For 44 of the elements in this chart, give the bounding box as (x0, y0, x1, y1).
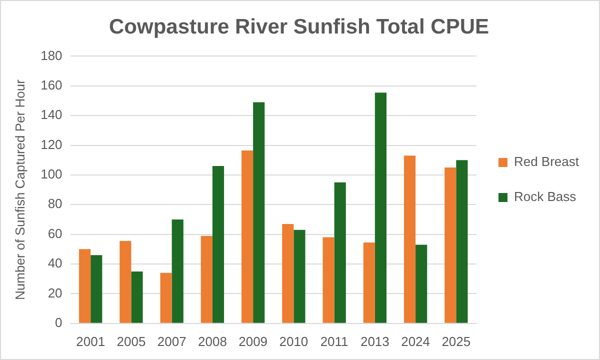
legend-label: Red Breast (514, 154, 580, 170)
x-tick-label: 2013 (360, 334, 390, 349)
x-tick-label: 2024 (401, 334, 430, 349)
y-tick-label: 120 (40, 136, 62, 152)
bar (363, 242, 375, 323)
y-tick-label: 0 (55, 314, 62, 330)
bar (444, 168, 456, 323)
x-tick-label: 2007 (157, 334, 186, 349)
bar (456, 160, 468, 323)
x-tick-label: 2005 (116, 334, 146, 349)
bar (253, 102, 265, 323)
chart-title: Cowpasture River Sunfish Total CPUE (109, 15, 489, 38)
bar (131, 271, 143, 323)
bar (212, 166, 224, 323)
y-tick-label: 100 (40, 166, 62, 182)
x-tick-label: 2025 (442, 334, 471, 349)
bar (374, 92, 386, 323)
bar (120, 241, 132, 323)
y-tick-label: 60 (48, 226, 62, 241)
x-tick-label: 2001 (76, 334, 106, 349)
y-tick-label: 140 (40, 107, 62, 122)
bar (90, 255, 102, 323)
y-tick-label: 80 (48, 196, 62, 212)
y-tick-label: 180 (40, 48, 62, 63)
legend-label: Rock Bass (514, 189, 577, 204)
x-tick-label: 2011 (320, 334, 348, 349)
y-tick-label: 20 (48, 285, 62, 300)
x-tick-label: 2009 (238, 334, 268, 349)
bar (294, 230, 306, 323)
bar (200, 236, 212, 323)
bar (282, 224, 294, 323)
bar (334, 182, 346, 323)
bar (172, 219, 184, 323)
bar (416, 244, 428, 323)
y-tick-label: 160 (40, 77, 62, 92)
bar (79, 249, 91, 323)
y-tick-label: 40 (48, 256, 62, 271)
x-tick-label: 2008 (198, 334, 227, 349)
bar (241, 150, 254, 323)
bar (404, 156, 416, 323)
bar (322, 237, 334, 323)
x-tick-label: 2010 (279, 334, 308, 349)
bar (160, 272, 172, 323)
y-axis-title: Number of Sunfish Captured Per Hour (12, 78, 28, 300)
